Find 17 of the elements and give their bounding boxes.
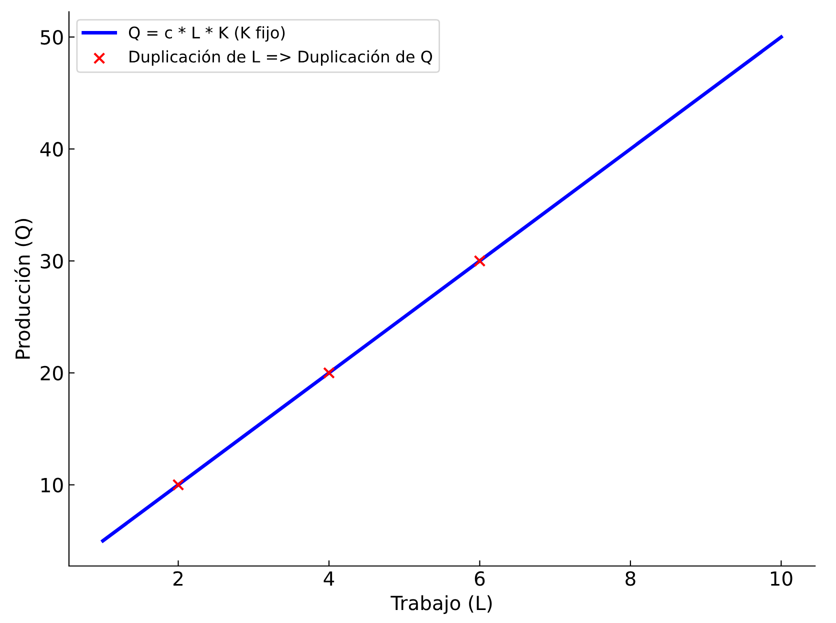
x-tick-label: 10 [770, 571, 792, 586]
legend-label: Q = c * L * K (K fijo) [128, 26, 285, 42]
x-tick-label: 6 [474, 571, 485, 586]
point [323, 366, 335, 379]
point [172, 478, 184, 491]
x-tick-label: 8 [626, 571, 636, 586]
x-axis-title: Trabajo (L) [390, 595, 492, 614]
x-tick-label: 2 [173, 571, 182, 586]
x-tick-label: 4 [324, 571, 334, 586]
y-tick-label: 10 [42, 478, 63, 492]
y-axis-title: Producción (Q) [14, 219, 32, 359]
legend-label: Duplicación de L => Duplicación de Q [130, 50, 432, 66]
y-tick-label: 20 [40, 366, 63, 381]
point [474, 254, 486, 267]
y-tick-label: 40 [40, 142, 63, 157]
y-tick-label: 30 [40, 254, 63, 269]
y-tick-label: 50 [40, 30, 63, 45]
